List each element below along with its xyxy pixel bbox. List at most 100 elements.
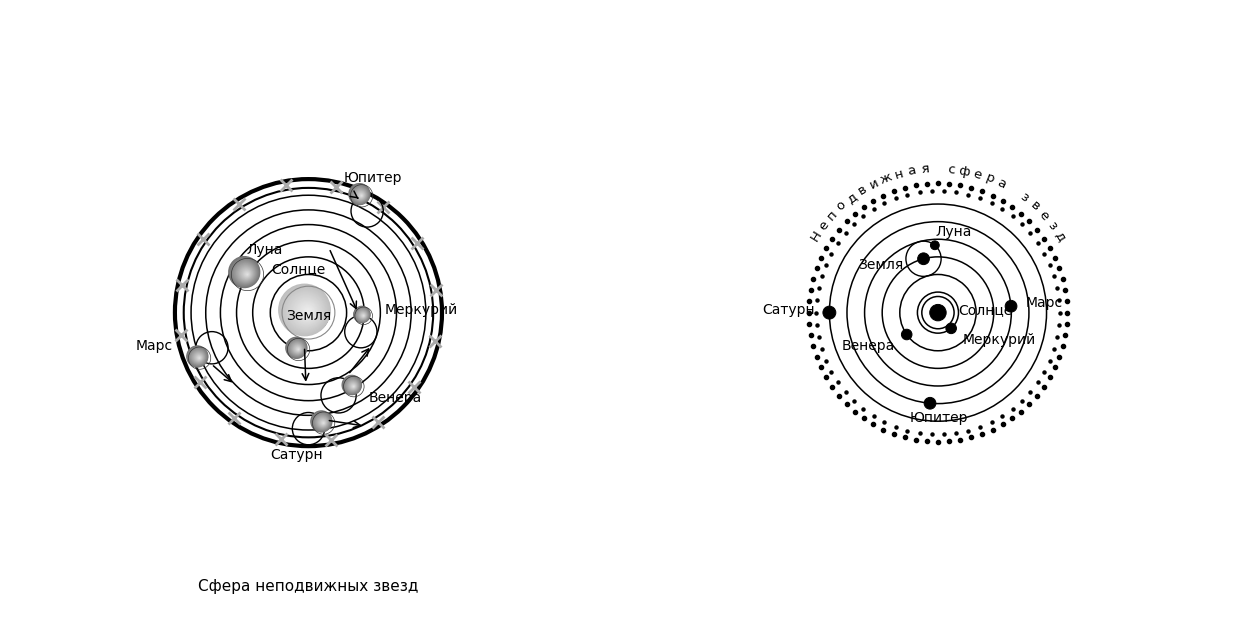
Circle shape: [188, 347, 208, 366]
Text: Сатурн: Сатурн: [762, 302, 815, 316]
Circle shape: [349, 382, 358, 390]
Circle shape: [319, 418, 327, 427]
Circle shape: [292, 343, 303, 354]
Circle shape: [353, 186, 368, 203]
Circle shape: [235, 263, 256, 283]
Circle shape: [186, 346, 208, 367]
Circle shape: [342, 376, 361, 394]
Circle shape: [195, 354, 203, 361]
Circle shape: [360, 313, 366, 318]
Circle shape: [355, 189, 366, 201]
Circle shape: [310, 410, 332, 433]
Text: а: а: [906, 164, 917, 179]
Circle shape: [189, 348, 206, 366]
Circle shape: [345, 378, 359, 392]
Circle shape: [287, 292, 324, 329]
Circle shape: [292, 344, 302, 353]
Text: Солнце: Солнце: [958, 302, 1012, 316]
Circle shape: [297, 302, 317, 322]
Circle shape: [240, 268, 252, 279]
Circle shape: [356, 309, 368, 320]
Circle shape: [247, 274, 248, 275]
Circle shape: [286, 290, 326, 331]
Circle shape: [355, 308, 369, 322]
Circle shape: [189, 348, 206, 366]
Circle shape: [353, 188, 368, 202]
Circle shape: [355, 308, 370, 322]
Circle shape: [290, 294, 322, 328]
Circle shape: [320, 420, 326, 426]
Text: и: и: [867, 176, 881, 191]
Circle shape: [293, 345, 302, 353]
Circle shape: [235, 263, 256, 283]
Circle shape: [322, 422, 325, 424]
Text: р: р: [983, 171, 996, 186]
Circle shape: [361, 313, 365, 318]
Circle shape: [349, 184, 370, 205]
Circle shape: [363, 315, 365, 316]
Circle shape: [356, 191, 365, 200]
Circle shape: [232, 259, 258, 286]
Circle shape: [193, 352, 204, 362]
Circle shape: [286, 338, 307, 358]
Circle shape: [296, 347, 301, 352]
Text: з: з: [1017, 190, 1031, 205]
Circle shape: [307, 311, 310, 313]
Circle shape: [358, 191, 365, 199]
Text: о: о: [833, 198, 849, 214]
Text: е: е: [816, 218, 831, 233]
Circle shape: [288, 339, 306, 357]
Circle shape: [351, 384, 355, 389]
Text: Сфера неподвижных звезд: Сфера неподвижных звезд: [198, 579, 419, 595]
Circle shape: [347, 380, 359, 392]
Circle shape: [237, 264, 254, 282]
Circle shape: [316, 415, 329, 429]
Circle shape: [286, 337, 307, 359]
Text: Солнце: Солнце: [271, 262, 325, 276]
Circle shape: [347, 380, 358, 391]
Circle shape: [290, 341, 305, 356]
Circle shape: [342, 376, 361, 394]
Text: Марс: Марс: [136, 339, 174, 353]
Circle shape: [345, 378, 360, 393]
Circle shape: [355, 189, 366, 200]
Circle shape: [345, 378, 360, 393]
Circle shape: [229, 256, 259, 288]
Circle shape: [195, 353, 203, 362]
Text: Меркурий: Меркурий: [963, 333, 1036, 347]
Text: Земля: Земля: [286, 309, 331, 323]
Circle shape: [321, 420, 325, 425]
Text: д: д: [844, 189, 859, 205]
Circle shape: [291, 343, 303, 355]
Circle shape: [196, 355, 201, 360]
Circle shape: [353, 187, 368, 202]
Circle shape: [246, 273, 248, 276]
Circle shape: [313, 413, 331, 431]
Circle shape: [356, 309, 369, 321]
Circle shape: [312, 412, 331, 431]
Circle shape: [351, 186, 369, 203]
Circle shape: [319, 419, 327, 427]
Circle shape: [243, 271, 251, 278]
Circle shape: [291, 295, 322, 327]
Text: п: п: [825, 208, 840, 223]
Circle shape: [282, 288, 327, 333]
Circle shape: [351, 385, 355, 388]
Circle shape: [290, 341, 305, 355]
Circle shape: [238, 265, 254, 281]
Circle shape: [290, 340, 305, 356]
Circle shape: [351, 186, 369, 204]
Circle shape: [350, 382, 356, 390]
Text: Марс: Марс: [1026, 296, 1063, 310]
Circle shape: [358, 192, 364, 198]
Circle shape: [194, 353, 203, 362]
Circle shape: [930, 241, 939, 249]
Circle shape: [358, 311, 368, 320]
Circle shape: [351, 383, 356, 389]
Circle shape: [924, 397, 935, 409]
Circle shape: [301, 306, 313, 318]
Circle shape: [358, 309, 368, 320]
Circle shape: [354, 306, 370, 323]
Circle shape: [292, 297, 321, 325]
Text: Луна: Луна: [247, 242, 282, 256]
